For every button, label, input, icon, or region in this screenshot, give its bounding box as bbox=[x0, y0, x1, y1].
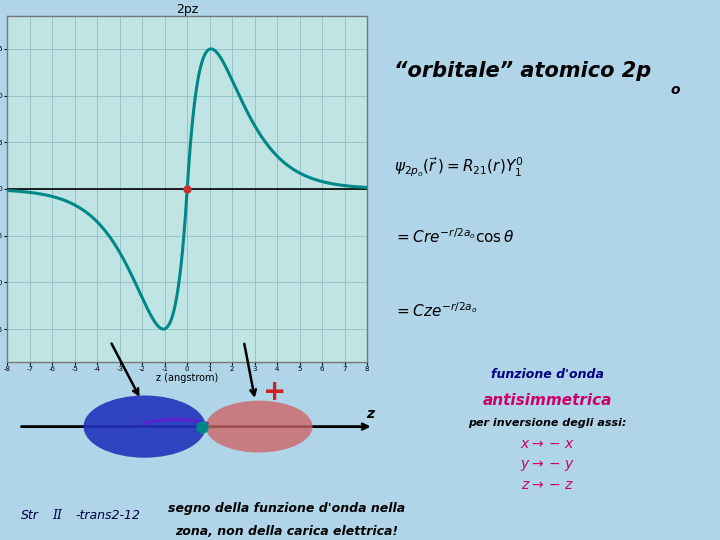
Text: $z \rightarrow -\,z$: $z \rightarrow -\,z$ bbox=[521, 478, 574, 492]
Ellipse shape bbox=[84, 395, 206, 458]
Text: o: o bbox=[671, 83, 680, 97]
Text: II: II bbox=[53, 509, 63, 522]
Text: funzione d'onda: funzione d'onda bbox=[491, 368, 603, 381]
Text: +: + bbox=[263, 377, 286, 406]
Text: $= Cre^{-r/2a_o}\cos\theta$: $= Cre^{-r/2a_o}\cos\theta$ bbox=[395, 227, 515, 246]
X-axis label: z (angstrom): z (angstrom) bbox=[156, 373, 218, 383]
Text: “orbitale” atomico 2p: “orbitale” atomico 2p bbox=[395, 60, 652, 80]
Text: $= Cze^{-r/2a_o}$: $= Cze^{-r/2a_o}$ bbox=[395, 301, 478, 320]
Text: zona, non della carica elettrica!: zona, non della carica elettrica! bbox=[175, 525, 398, 538]
Text: $\psi_{2p_o}(\vec{r}\,) = R_{21}(r)Y_1^0$: $\psi_{2p_o}(\vec{r}\,) = R_{21}(r)Y_1^0… bbox=[395, 155, 524, 179]
Text: Str: Str bbox=[21, 509, 39, 522]
Text: $x \rightarrow -\,x$: $x \rightarrow -\,x$ bbox=[520, 437, 575, 451]
Text: antisimmetrica: antisimmetrica bbox=[482, 393, 612, 408]
Title: 2pz: 2pz bbox=[176, 3, 198, 16]
Text: segno della funzione d'onda nella: segno della funzione d'onda nella bbox=[168, 502, 405, 515]
Ellipse shape bbox=[206, 401, 312, 453]
Text: per inversione degli assi:: per inversione degli assi: bbox=[468, 417, 626, 428]
Text: -trans2-12: -trans2-12 bbox=[76, 509, 140, 522]
Text: $y \rightarrow -\,y$: $y \rightarrow -\,y$ bbox=[520, 458, 575, 472]
Text: z: z bbox=[366, 407, 374, 421]
